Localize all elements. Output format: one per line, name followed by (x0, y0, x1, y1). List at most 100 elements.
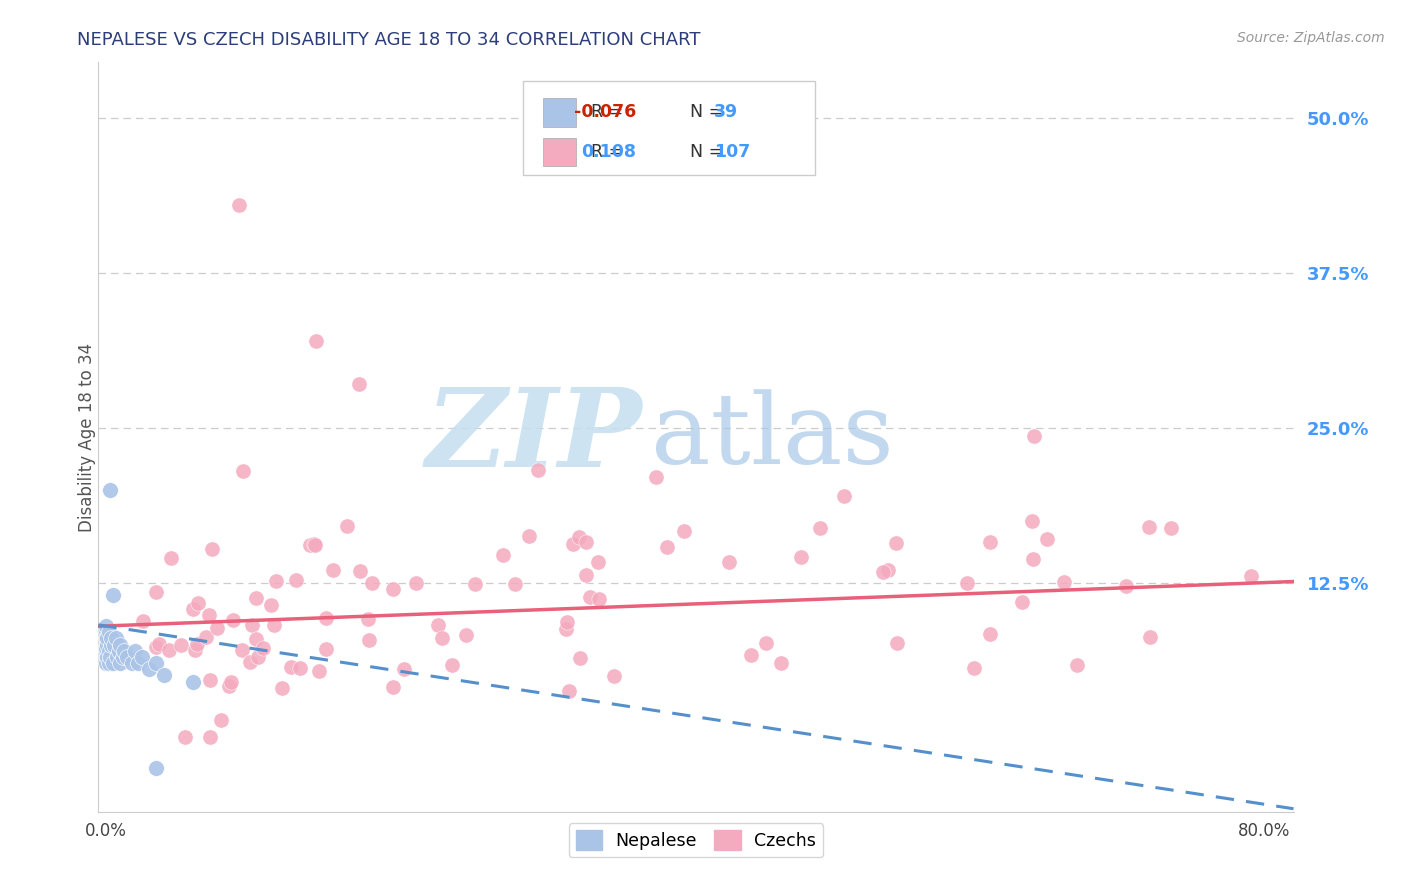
Point (1011, 595, 1033, 609)
Point (245, 632, 267, 647)
Text: 107: 107 (714, 143, 751, 161)
Point (127, 656, 149, 670)
Point (195, 630, 218, 644)
Point (94, 644, 117, 658)
Point (554, 622, 576, 636)
Point (94, 632, 117, 646)
Point (586, 555, 609, 569)
Point (94, 644, 117, 658)
Point (1036, 533, 1059, 547)
Point (108, 656, 131, 670)
Point (1022, 429, 1045, 443)
Point (464, 576, 486, 591)
Point (575, 534, 598, 549)
Point (96, 632, 118, 646)
Point (100, 638, 122, 652)
Point (382, 680, 405, 694)
Point (568, 531, 591, 545)
Point (239, 655, 262, 669)
Point (94, 632, 117, 646)
Point (1053, 574, 1076, 589)
Point (285, 573, 308, 587)
Point (1021, 551, 1043, 566)
Point (112, 649, 135, 664)
Point (103, 638, 125, 652)
Point (271, 681, 294, 695)
Point (228, 198, 250, 212)
Point (322, 563, 344, 577)
Point (527, 463, 550, 477)
Point (174, 731, 197, 745)
Point (349, 565, 371, 579)
Point (454, 628, 477, 642)
Point (1066, 657, 1088, 672)
Point (148, 637, 170, 651)
Point (877, 563, 900, 577)
Point (302, 537, 325, 551)
Point (131, 649, 153, 664)
Point (315, 642, 337, 657)
Point (263, 617, 285, 632)
Point (519, 529, 541, 543)
Point (98, 649, 121, 664)
Point (231, 643, 253, 657)
Legend: Nepalese, Czechs: Nepalese, Czechs (568, 823, 824, 857)
Point (94, 649, 117, 664)
Point (187, 596, 209, 610)
Point (98, 483, 121, 497)
Point (108, 638, 131, 652)
Point (755, 636, 778, 650)
Point (645, 470, 668, 484)
Point (100, 632, 122, 646)
Point (219, 674, 242, 689)
Point (101, 588, 124, 602)
Point (492, 548, 515, 562)
Point (347, 377, 370, 392)
Point (872, 565, 894, 579)
Point (266, 574, 288, 589)
Point (405, 576, 427, 591)
Text: ZIP: ZIP (426, 384, 643, 491)
Point (252, 641, 274, 656)
Point (790, 549, 813, 564)
Point (131, 614, 153, 628)
Point (569, 651, 592, 665)
Point (159, 551, 181, 566)
Point (305, 334, 328, 348)
Point (336, 518, 359, 533)
Point (979, 626, 1001, 640)
Point (1139, 630, 1161, 644)
Point (145, 761, 167, 775)
Point (201, 541, 224, 556)
Point (232, 464, 254, 478)
Point (1021, 514, 1043, 528)
Point (124, 644, 146, 658)
Point (181, 674, 204, 689)
Point (105, 649, 128, 664)
Point (94, 625, 117, 640)
Point (209, 713, 232, 727)
Point (1240, 569, 1263, 583)
Point (315, 610, 337, 624)
Point (834, 489, 856, 503)
Point (290, 661, 312, 675)
Point (382, 582, 405, 596)
Point (97, 656, 120, 670)
Point (145, 585, 167, 599)
Text: 80.0%: 80.0% (1239, 822, 1291, 839)
Point (186, 637, 208, 651)
Point (97, 644, 120, 658)
Point (299, 538, 322, 552)
Point (101, 656, 124, 670)
Point (197, 608, 219, 623)
Point (94, 619, 117, 633)
Point (304, 538, 326, 552)
Point (104, 632, 127, 646)
Point (240, 618, 263, 632)
Point (198, 673, 221, 687)
Point (96, 649, 118, 664)
Text: R =: R = (591, 143, 623, 161)
Point (740, 648, 762, 662)
Point (145, 640, 167, 654)
Point (222, 614, 245, 628)
